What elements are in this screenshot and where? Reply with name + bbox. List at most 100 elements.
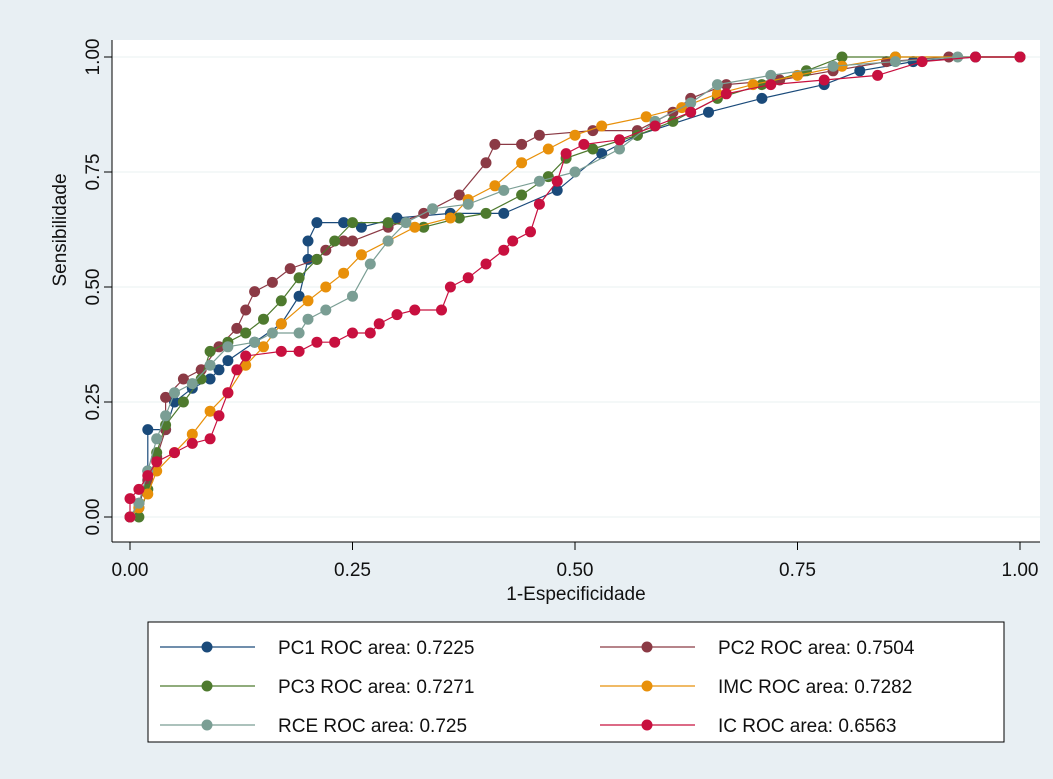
data-point [222,341,234,353]
data-point [489,180,501,192]
data-point [774,74,786,86]
data-point [204,345,216,357]
legend-box [147,621,1005,743]
data-point [916,56,928,68]
legend-swatch-marker [641,680,653,692]
data-point [836,60,848,72]
data-point [293,272,305,284]
data-point [249,286,261,298]
data-point [836,51,848,63]
data-point [551,184,563,196]
legend-swatch-marker [201,680,213,692]
data-point [151,456,163,468]
data-point [818,74,830,86]
data-point [525,226,536,238]
data-point [436,304,447,316]
data-point [347,327,358,339]
data-point [329,336,341,348]
legend-label: IMC ROC area: 0.7282 [718,677,912,698]
legend-swatch-marker [201,719,213,731]
data-point [952,51,964,63]
data-point [498,207,510,219]
data-point [142,488,154,500]
x-tick-label: 0.00 [112,560,149,581]
data-point [338,235,350,247]
y-tick-label: 0.00 [83,499,104,536]
data-point [329,235,341,247]
data-point [578,138,590,150]
data-point [542,143,554,155]
data-point [186,437,198,449]
data-point [213,410,225,422]
data-point [533,175,545,187]
data-point [792,69,803,81]
data-point [453,212,465,224]
data-point [293,345,305,357]
data-point [195,364,207,376]
data-point [347,290,358,302]
data-point [355,221,367,233]
data-point [124,511,136,523]
data-point [516,189,528,201]
data-point [204,359,216,371]
data-point [266,327,278,339]
data-point [124,493,136,505]
data-point [551,175,563,187]
data-point [533,129,545,141]
data-point [480,258,492,270]
data-point [756,92,768,104]
data-point [320,281,332,293]
data-point [569,129,581,141]
data-point [302,235,314,247]
data-point [720,79,732,91]
data-point [249,336,261,348]
data-point [311,217,323,229]
data-point [480,207,492,219]
legend-item: IMC ROC area: 0.7282 [600,677,912,698]
data-point [133,483,145,495]
data-point [516,157,528,169]
legend-swatch-marker [641,641,653,653]
data-point [204,373,216,385]
data-point [596,120,608,132]
y-tick-label: 0.50 [83,269,104,306]
data-point [703,106,714,118]
data-point [373,318,385,330]
data-point [872,69,884,81]
data-point [177,373,189,385]
y-tick-label: 0.25 [83,384,104,421]
data-point [293,290,305,302]
data-point [462,272,474,284]
data-point [311,336,323,348]
data-point [186,428,198,440]
data-point [498,244,510,256]
data-point [213,364,225,376]
data-point [338,267,350,279]
data-point [711,79,723,91]
data-point [649,120,661,132]
data-point [231,364,243,376]
legend-label: PC2 ROC area: 0.7504 [718,638,915,659]
legend-swatch-marker [641,719,653,731]
data-point [293,327,305,339]
data-point [258,313,269,325]
data-point [970,51,981,63]
data-point [614,134,625,146]
data-point [685,97,697,109]
data-point [854,65,866,77]
data-point [480,157,492,169]
data-point [355,249,367,261]
data-point [685,106,697,118]
legend-item: PC1 ROC area: 0.7225 [160,638,474,659]
data-point [204,405,216,417]
data-point [498,184,510,196]
data-point [516,138,528,150]
axis-layer: 0.00 0.25 0.50 0.75 1.00 0.00 0.25 0.50 0.75 1.00 [83,39,1040,581]
data-point [765,79,777,91]
data-point [231,322,243,334]
data-point [453,189,465,201]
data-point [889,56,901,68]
data-point [240,327,252,339]
legend-item: RCE ROC area: 0.725 [160,716,467,737]
